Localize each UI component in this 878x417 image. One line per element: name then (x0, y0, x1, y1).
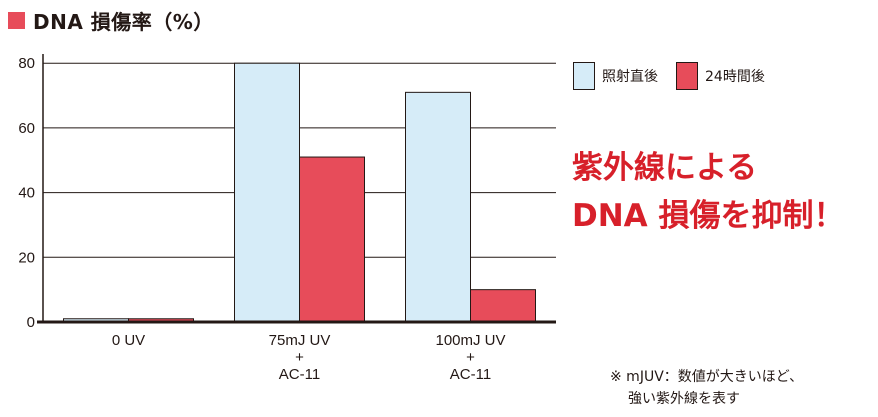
title-marker-icon (8, 11, 25, 29)
footnote-line-2: 強い紫外線を表す (628, 391, 740, 407)
headline-line-2: DNA 損傷を抑制！ (572, 198, 845, 234)
headline: 紫外線による DNA 損傷を抑制！ (572, 144, 844, 240)
bar-24h-2 (470, 289, 536, 323)
bar-immediate-1 (234, 62, 300, 323)
y-tick-label-0: 0 (27, 314, 35, 331)
x-tick-label-1-line-1: + (295, 349, 304, 366)
x-tick-label-2-line-2: AC-11 (450, 366, 491, 383)
bar-immediate-2 (405, 91, 471, 323)
headline-line-1: 紫外線による (572, 150, 758, 186)
legend-swatch-immediate (573, 62, 595, 90)
bar-24h-1 (299, 156, 365, 323)
legend-label-24h: 24時間後 (705, 69, 765, 85)
footnote-line-1: ※ mJUV：数値が大きいほど、 (610, 369, 804, 385)
y-tick-label-20: 20 (18, 249, 35, 266)
y-tick-label-80: 80 (18, 55, 35, 72)
y-tick-label-40: 40 (18, 185, 35, 202)
footnote: ※ mJUV：数値が大きいほど、 強い紫外線を表す (610, 366, 803, 410)
legend-swatch-24h (676, 62, 698, 90)
x-tick-label-2-line-1: + (466, 349, 475, 366)
x-tick-label-1-line-2: AC-11 (279, 366, 320, 383)
x-tick-label-2-line-0: 100mJ UV (435, 332, 505, 349)
chart-title-text: DNA 損傷率（%） (33, 9, 214, 34)
legend: 照射直後 24時間後 (573, 62, 783, 90)
chart-title: DNA 損傷率（%） (8, 6, 214, 34)
x-tick-label-1-line-0: 75mJ UV (269, 332, 331, 349)
x-tick-label-0-line-0: 0 UV (112, 332, 145, 349)
y-tick-label-60: 60 (18, 120, 35, 137)
legend-label-immediate: 照射直後 (602, 69, 658, 85)
